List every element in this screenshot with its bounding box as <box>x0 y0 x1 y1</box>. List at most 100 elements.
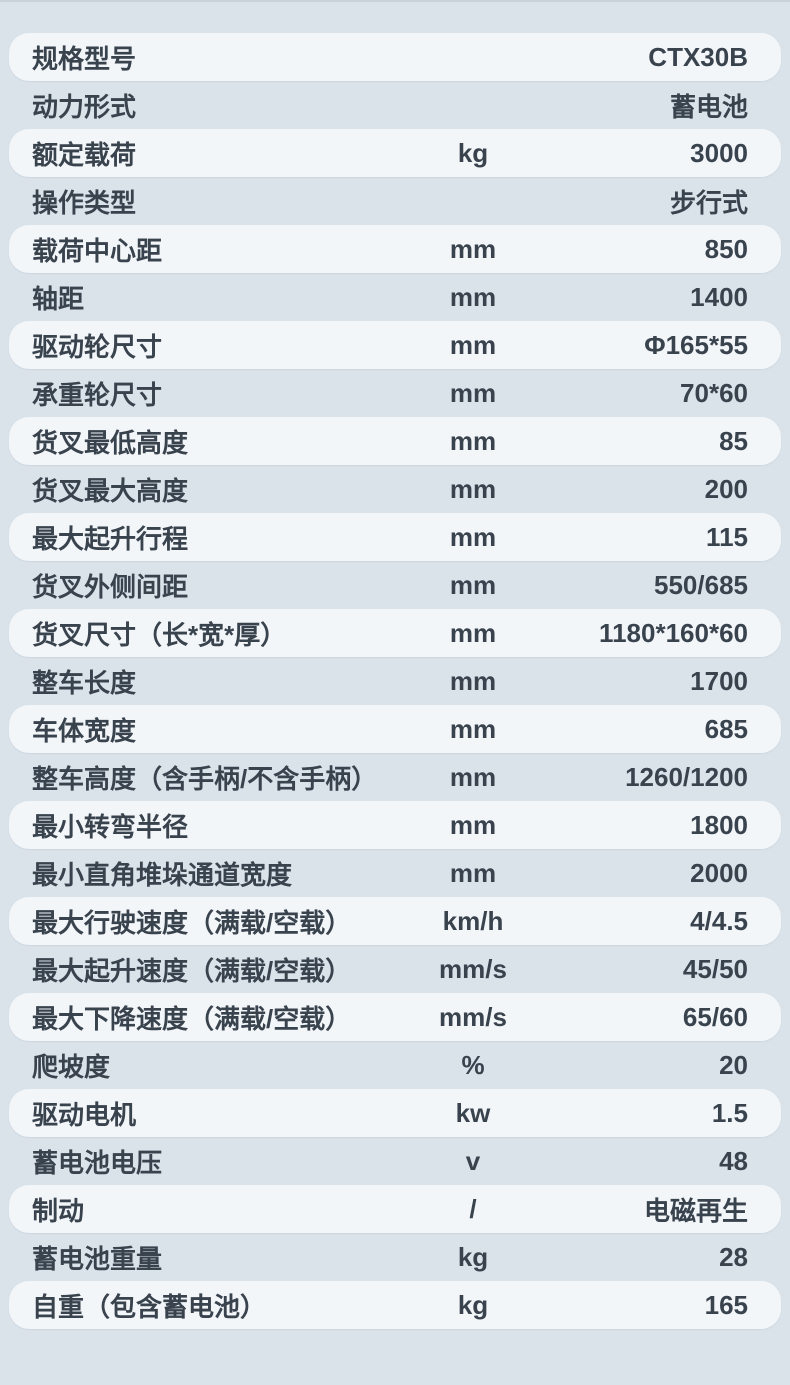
spec-label: 整车高度（含手柄/不含手柄） <box>32 763 378 794</box>
spec-label: 自重（包含蓄电池） <box>32 1291 267 1322</box>
spec-label: 最小直角堆垛通道宽度 <box>32 859 293 890</box>
spec-value: 1400 <box>690 281 748 312</box>
spec-unit: mm/s <box>439 1001 507 1032</box>
spec-row: 最小直角堆垛通道宽度 mm 2000 <box>9 849 781 897</box>
spec-row: 车体宽度 mm 685 <box>9 705 781 753</box>
spec-label: 货叉尺寸（长*宽*厚） <box>32 619 287 650</box>
spec-value: 1.5 <box>711 1097 748 1128</box>
spec-row: 货叉最大高度 mm 200 <box>9 465 781 513</box>
spec-unit: mm <box>449 377 497 408</box>
spec-value: 4/4.5 <box>690 905 748 936</box>
spec-unit: mm <box>449 281 497 312</box>
spec-row: 承重轮尺寸 mm 70*60 <box>9 369 781 417</box>
spec-row: 驱动轮尺寸 mm Φ165*55 <box>9 321 781 369</box>
spec-row: 制动 / 电磁再生 <box>9 1185 781 1233</box>
spec-value: 165 <box>704 1289 748 1320</box>
spec-label: 货叉外侧间距 <box>32 571 189 602</box>
spec-value: Φ165*55 <box>644 329 748 360</box>
spec-unit: mm <box>449 473 497 504</box>
spec-row: 爬坡度% 20 <box>9 1041 781 1089</box>
spec-value: 48 <box>719 1145 748 1176</box>
spec-label: 货叉最低高度 <box>32 427 189 458</box>
spec-label: 蓄电池重量 <box>32 1243 163 1274</box>
spec-unit: mm <box>449 521 497 552</box>
spec-value: 步行式 <box>669 187 748 218</box>
spec-value: 电磁再生 <box>643 1195 748 1226</box>
spec-label: 最大起升行程 <box>32 523 189 554</box>
spec-value: 1260/1200 <box>625 761 748 792</box>
spec-label: 规格型号 <box>32 43 137 74</box>
spec-unit: % <box>461 1049 485 1080</box>
spec-label: 爬坡度 <box>32 1051 111 1082</box>
spec-value: 45/50 <box>682 953 748 984</box>
spec-value: 70*60 <box>680 377 748 408</box>
spec-unit: kg <box>457 137 489 168</box>
spec-value: 20 <box>719 1049 748 1080</box>
spec-value: 850 <box>704 233 748 264</box>
spec-unit: mm <box>449 233 497 264</box>
spec-value: 115 <box>706 521 748 552</box>
spec-unit: mm <box>449 761 497 792</box>
spec-row: 货叉尺寸（长*宽*厚） mm 1180*160*60 <box>9 609 781 657</box>
spec-row: 蓄电池电压 v 48 <box>9 1137 781 1185</box>
spec-row: 整车高度（含手柄/不含手柄） mm 1260/1200 <box>9 753 781 801</box>
spec-value: 1700 <box>690 665 748 696</box>
spec-unit: mm <box>449 713 497 744</box>
spec-label: 轴距 <box>32 283 85 314</box>
spec-row: 最大下降速度（满载/空载） mm/s 65/60 <box>9 993 781 1041</box>
spec-unit: mm <box>449 809 497 840</box>
spec-label: 货叉最大高度 <box>32 475 189 506</box>
spec-row: 规格型号 CTX30B <box>9 33 781 81</box>
spec-unit: mm/s <box>439 953 507 984</box>
spec-unit: mm <box>449 857 497 888</box>
spec-label: 车体宽度 <box>32 715 137 746</box>
spec-label: 承重轮尺寸 <box>32 379 163 410</box>
spec-row: 最大起升速度（满载/空载） mm/s 45/50 <box>9 945 781 993</box>
spec-value: 1180*160*60 <box>599 617 748 648</box>
spec-row: 最大行驶速度（满载/空载） km/h 4/4.5 <box>9 897 781 945</box>
spec-unit: mm <box>449 569 497 600</box>
spec-row: 蓄电池重量 kg 28 <box>9 1233 781 1281</box>
spec-label: 整车长度 <box>32 667 137 698</box>
spec-value: 1800 <box>690 809 748 840</box>
spec-row: 轴距 mm 1400 <box>9 273 781 321</box>
spec-value: 3000 <box>690 137 748 168</box>
spec-label: 动力形式 <box>32 91 137 122</box>
spec-value: 65/60 <box>682 1001 748 1032</box>
spec-label: 制动 <box>32 1195 85 1226</box>
spec-value: 蓄电池 <box>669 91 748 122</box>
spec-row: 动力形式 蓄电池 <box>9 81 781 129</box>
spec-table: 规格型号 CTX30B 动力形式 蓄电池 额定载荷 kg 3000 操作类型 步行式 载荷中心距 m… <box>0 2 790 1329</box>
spec-row: 整车长度 mm 1700 <box>9 657 781 705</box>
spec-label: 蓄电池电压 <box>32 1147 163 1178</box>
spec-row: 最小转弯半径 mm 1800 <box>9 801 781 849</box>
spec-value: 2000 <box>690 857 748 888</box>
spec-row: 驱动电机 kw 1.5 <box>9 1089 781 1137</box>
spec-row: 自重（包含蓄电池） kg 165 <box>9 1281 781 1329</box>
spec-row: 操作类型 步行式 <box>9 177 781 225</box>
spec-unit: mm <box>449 617 497 648</box>
spec-label: 驱动电机 <box>32 1099 137 1130</box>
spec-value: 550/685 <box>654 569 748 600</box>
spec-label: 最大起升速度（满载/空载） <box>32 955 352 986</box>
spec-unit: kw <box>455 1097 491 1128</box>
spec-row: 载荷中心距 mm 850 <box>9 225 781 273</box>
spec-row: 货叉最低高度 mm 85 <box>9 417 781 465</box>
spec-row: 货叉外侧间距 mm 550/685 <box>9 561 781 609</box>
spec-unit: kg <box>457 1241 489 1272</box>
spec-label: 最大下降速度（满载/空载） <box>32 1003 352 1034</box>
spec-label: 最小转弯半径 <box>32 811 189 842</box>
spec-row: 最大起升行程 mm 115 <box>9 513 781 561</box>
spec-unit: mm <box>449 425 497 456</box>
spec-unit: kg <box>457 1289 489 1320</box>
spec-value: 200 <box>704 473 748 504</box>
spec-value: CTX30B <box>648 41 748 72</box>
spec-label: 最大行驶速度（满载/空载） <box>32 907 352 938</box>
spec-value: 685 <box>704 713 748 744</box>
spec-unit: / <box>469 1193 477 1224</box>
spec-unit: km/h <box>442 905 504 936</box>
spec-unit: mm <box>449 665 497 696</box>
spec-unit: v <box>465 1145 481 1176</box>
spec-label: 驱动轮尺寸 <box>32 331 163 362</box>
